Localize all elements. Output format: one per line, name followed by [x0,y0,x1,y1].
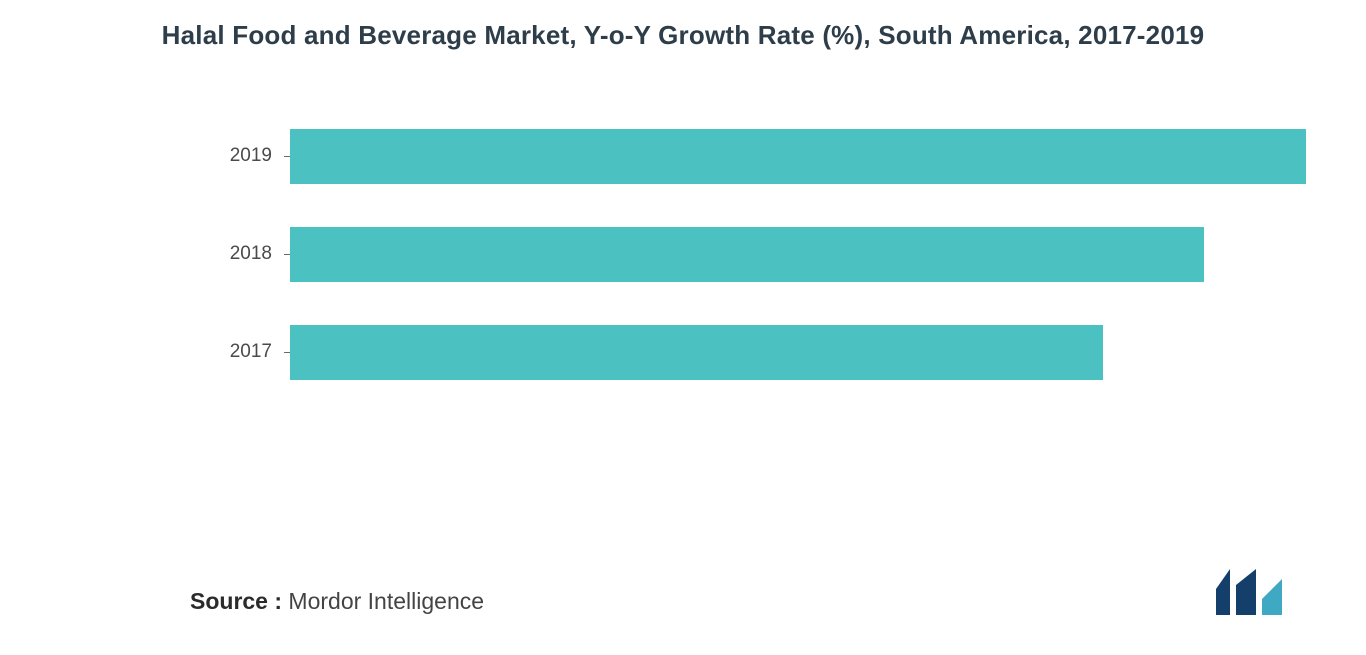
source-text: Mordor Intelligence [288,588,484,614]
bar-track [290,325,1306,380]
bar-row: 2019 [60,121,1306,191]
source-label: Source : [190,588,282,614]
source-line: Source : Mordor Intelligence [190,588,484,615]
mordor-logo-icon [1216,569,1306,615]
category-label: 2018 [60,243,290,265]
bar-row: 2018 [60,219,1306,289]
bar-chart: 2019 2018 2017 [60,121,1306,431]
bar-row: 2017 [60,317,1306,387]
chart-container: Halal Food and Beverage Market, Y-o-Y Gr… [0,0,1366,655]
chart-title: Halal Food and Beverage Market, Y-o-Y Gr… [60,20,1306,51]
bar [290,129,1306,184]
category-label: 2019 [60,145,290,167]
bar-track [290,129,1306,184]
bar [290,227,1204,282]
category-label: 2017 [60,341,290,363]
bar [290,325,1103,380]
bar-track [290,227,1306,282]
chart-footer: Source : Mordor Intelligence [0,569,1366,615]
